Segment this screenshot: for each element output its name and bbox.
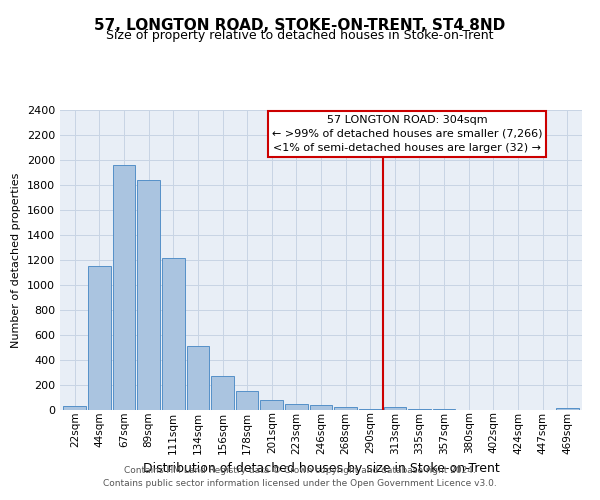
Bar [334,407,357,410]
Bar [88,266,111,410]
Bar [211,376,234,410]
Text: 57 LONGTON ROAD: 304sqm
← >99% of detached houses are smaller (7,266)
<1% of sem: 57 LONGTON ROAD: 304sqm ← >99% of detach… [272,115,542,153]
Bar [260,400,283,410]
Bar [408,409,431,410]
Bar [137,180,160,410]
Bar [162,258,185,410]
Bar [285,404,308,410]
Bar [359,409,382,410]
Bar [64,406,86,410]
X-axis label: Distribution of detached houses by size in Stoke-on-Trent: Distribution of detached houses by size … [143,462,499,475]
Bar [383,407,406,410]
Bar [113,165,136,410]
Bar [187,346,209,410]
Y-axis label: Number of detached properties: Number of detached properties [11,172,22,348]
Bar [556,408,578,410]
Text: Contains HM Land Registry data © Crown copyright and database right 2024.
Contai: Contains HM Land Registry data © Crown c… [103,466,497,487]
Text: Size of property relative to detached houses in Stoke-on-Trent: Size of property relative to detached ho… [106,29,494,42]
Text: 57, LONGTON ROAD, STOKE-ON-TRENT, ST4 8ND: 57, LONGTON ROAD, STOKE-ON-TRENT, ST4 8N… [94,18,506,32]
Bar [310,405,332,410]
Bar [236,390,259,410]
